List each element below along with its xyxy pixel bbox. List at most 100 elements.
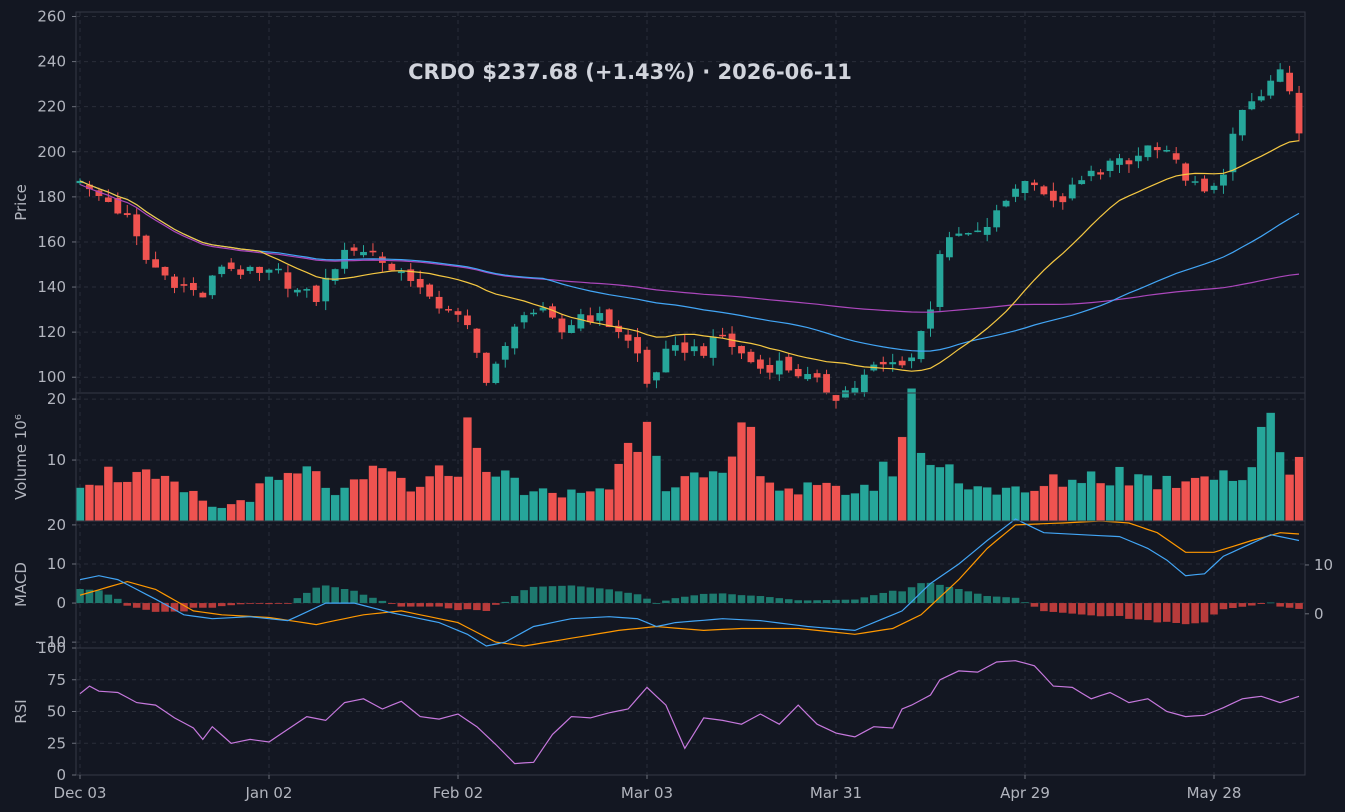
- x-tick-label: Mar 31: [810, 784, 862, 802]
- candle-body: [794, 368, 802, 377]
- volume-bar: [699, 476, 709, 522]
- candle-body: [936, 254, 944, 307]
- rsi-line: [79, 660, 1300, 765]
- candle-body: [1229, 133, 1237, 173]
- candle-body: [955, 233, 963, 236]
- chart-title: CRDO $237.68 (+1.43%) · 2026-06-11: [408, 60, 852, 84]
- x-tick-label: Mar 03: [621, 784, 673, 802]
- macd-histogram-bar: [681, 596, 689, 604]
- macd-histogram-bar: [274, 603, 283, 604]
- y-tick-label-volume: 20: [47, 390, 66, 408]
- macd-histogram-bar: [945, 586, 954, 604]
- macd-histogram-bar: [1068, 603, 1077, 614]
- candle-body: [161, 266, 169, 276]
- candle-body: [596, 313, 604, 321]
- y-tick-label-macd-right: 10: [1314, 556, 1333, 574]
- candle-body: [1248, 101, 1256, 110]
- y-tick-label-rsi: 50: [47, 703, 66, 721]
- candle-body: [189, 282, 197, 291]
- macd-histogram-bar: [520, 590, 528, 604]
- volume-bar: [444, 475, 454, 522]
- macd-histogram-bar: [246, 603, 254, 604]
- candle-body: [738, 345, 745, 354]
- volume-bar: [604, 489, 614, 522]
- macd-histogram-bar: [199, 603, 207, 608]
- volume-bar: [1029, 490, 1039, 522]
- volume-bar: [878, 461, 888, 522]
- volume-bar: [897, 436, 907, 522]
- candle-body: [1257, 96, 1265, 101]
- macd-histogram-bar: [104, 594, 113, 604]
- macd-histogram-bar: [331, 587, 339, 604]
- volume-bar: [1266, 412, 1276, 522]
- candle-body: [492, 363, 500, 384]
- candle-body: [265, 269, 273, 273]
- candle-body: [842, 390, 849, 398]
- macd-histogram-bar: [803, 600, 812, 604]
- y-tick-label-price: 260: [37, 8, 66, 26]
- macd-histogram-bar: [208, 603, 217, 608]
- candle-body: [1267, 80, 1275, 96]
- volume-bar: [302, 465, 312, 522]
- macd-histogram-bar: [189, 603, 198, 608]
- y-tick-label-macd-right: 0: [1314, 605, 1324, 623]
- volume-bar: [926, 464, 935, 522]
- candle-body: [993, 210, 1001, 228]
- macd-histogram-bar: [369, 597, 377, 604]
- x-tick-label: Dec 03: [54, 784, 107, 802]
- macd-histogram-bar: [529, 586, 538, 604]
- volume-bar: [170, 481, 179, 522]
- y-tick-label-macd: 0: [56, 594, 66, 612]
- volume-bar: [1237, 479, 1247, 522]
- macd-histogram-bar: [95, 590, 103, 604]
- candle-body: [1059, 196, 1067, 203]
- macd-histogram-bar: [312, 587, 321, 604]
- macd-histogram-bar: [1200, 603, 1209, 623]
- candle-body: [851, 387, 859, 394]
- candle-body: [1012, 188, 1019, 197]
- volume-bar: [141, 469, 151, 522]
- volume-bar: [633, 451, 643, 522]
- y-axis-label-price: Price: [12, 184, 30, 221]
- volume-bar: [1143, 475, 1153, 522]
- macd-histogram-bar: [888, 590, 897, 604]
- candle-body: [1210, 185, 1218, 190]
- candle-body: [1049, 190, 1057, 201]
- macd-histogram-bar: [425, 603, 434, 607]
- volume-bar: [396, 477, 406, 522]
- macd-histogram-bar: [1040, 603, 1048, 612]
- candle-body: [369, 250, 377, 253]
- candle-body: [1021, 181, 1029, 194]
- volume-bar: [377, 467, 387, 522]
- volume-bar: [103, 466, 113, 522]
- candle-body: [530, 312, 538, 315]
- volume-bar: [273, 479, 283, 522]
- volume-bar: [982, 487, 992, 522]
- volume-bar: [1190, 477, 1200, 522]
- volume-bar: [1285, 474, 1295, 522]
- candle-body: [1191, 181, 1199, 183]
- candle-body: [1153, 147, 1161, 151]
- macd-histogram-bar: [161, 603, 169, 612]
- candle-body: [634, 337, 641, 354]
- macd-histogram-bar: [142, 603, 150, 610]
- volume-bar: [1171, 487, 1181, 522]
- candle-body: [1163, 150, 1171, 152]
- candle-body: [1068, 184, 1076, 199]
- candle-body: [719, 334, 727, 337]
- macd-histogram-bar: [699, 593, 708, 604]
- candle-body: [1172, 153, 1180, 160]
- volume-bar: [840, 494, 850, 522]
- volume-bar: [1152, 488, 1162, 522]
- volume-bar: [255, 482, 265, 522]
- macd-histogram-bar: [709, 593, 717, 604]
- volume-bar: [718, 472, 728, 522]
- macd-histogram-bar: [955, 588, 963, 604]
- macd-histogram-bar: [1248, 603, 1256, 606]
- macd-histogram-bar: [359, 594, 368, 604]
- candle-body: [1087, 170, 1095, 177]
- y-axis-label-macd: MACD: [12, 562, 30, 607]
- volume-bar: [1077, 482, 1087, 522]
- candle-body: [1078, 180, 1086, 185]
- macd-histogram-bar: [265, 603, 273, 605]
